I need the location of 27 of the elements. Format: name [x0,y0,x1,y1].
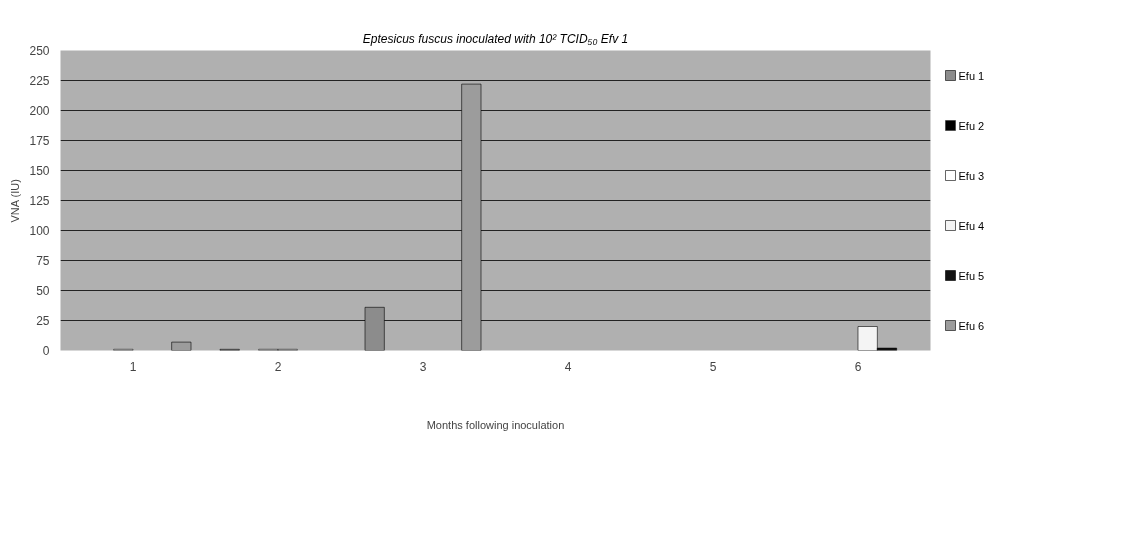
x-tick-label: 1 [129,359,137,374]
legend-label: Efu 4 [958,219,985,232]
y-tick-label: 25 [36,314,50,328]
x-axis-title: Months following inoculation [426,418,565,431]
legend-label: Efu 6 [958,319,985,332]
y-axis-title: VNA (IU) [9,179,22,223]
y-tick-label: 125 [29,194,50,208]
legend-label: Efu 2 [958,119,985,132]
y-tick-label: 75 [36,254,50,268]
x-tick-label: 4 [564,359,572,374]
y-tick-label: 150 [29,164,50,178]
legend-label: Efu 3 [958,169,985,182]
y-tick-label: 50 [36,284,50,298]
y-tick-label: 225 [29,74,50,88]
y-tick-label: 200 [29,104,50,118]
x-tick-label: 2 [274,359,282,374]
x-tick-label: 6 [854,359,862,374]
bar [171,341,192,351]
x-tick-label: 5 [709,359,717,374]
legend-label: Efu 5 [958,269,985,282]
y-tick-label: 250 [29,44,50,58]
x-tick-label: 3 [419,359,427,374]
chart-title: Eptesicus fuscus inoculated with 10² TCID₅₀ Efv 1 [362,31,629,46]
y-tick-label: 175 [29,134,50,148]
legend-label: Efu 1 [958,69,985,82]
y-tick-label: 0 [42,344,50,358]
y-tick-label: 100 [29,224,50,238]
